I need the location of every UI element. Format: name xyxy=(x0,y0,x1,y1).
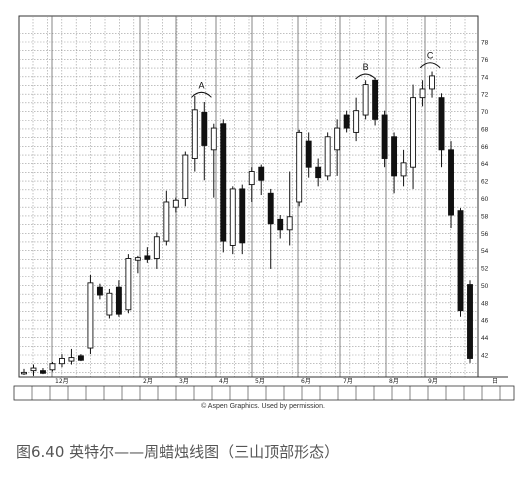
candle-body-up xyxy=(163,201,170,242)
x-tick-label: 8月 xyxy=(389,378,399,385)
candle-body-up xyxy=(334,127,341,151)
candle-body-up xyxy=(353,110,360,133)
y-tick-label: 76 xyxy=(481,57,489,64)
candle-body-up xyxy=(324,136,331,177)
candle-body-down xyxy=(305,140,312,168)
peak-arc xyxy=(419,62,441,69)
candlestick-chart: 42 44 46 48 50 52 54 56 58 60 62 64 66 68 70 72 74 76 78 A B… xyxy=(13,15,515,401)
candle-body-up xyxy=(106,292,113,316)
candle-body-up xyxy=(153,236,160,259)
candle-body-up xyxy=(400,162,407,177)
candle-body-down xyxy=(343,114,350,129)
candle-body-down xyxy=(220,123,227,242)
candle-body-up xyxy=(410,97,417,168)
candle-body-up xyxy=(68,357,75,362)
candle-body-down xyxy=(201,111,208,146)
y-tick-label: 44 xyxy=(481,335,489,342)
candle-body-up xyxy=(286,216,293,231)
y-tick-label: 72 xyxy=(481,92,489,99)
x-tick-label: 6月 xyxy=(301,378,311,385)
y-tick-label: 46 xyxy=(481,318,489,325)
candle-body-up xyxy=(419,88,426,99)
x-tick-label: 2月 xyxy=(143,378,153,385)
candle-body-up xyxy=(49,363,56,371)
candle-body-up xyxy=(172,199,179,208)
candle-body-up xyxy=(362,84,369,116)
image-credit: © Aspen Graphics. Used by permission. xyxy=(201,403,325,410)
y-tick-label: 52 xyxy=(481,266,489,273)
x-tick-label: 7月 xyxy=(343,378,353,385)
x-tick-label: 4月 xyxy=(219,378,229,385)
peak-label: C xyxy=(427,51,434,61)
candle-body-down xyxy=(467,284,473,359)
candle-body-down xyxy=(267,192,274,225)
candle-body-up xyxy=(191,109,198,159)
candle-body-up xyxy=(296,131,303,203)
candle-body-up xyxy=(210,127,217,151)
y-tick-label: 66 xyxy=(481,144,489,151)
y-tick-label: 64 xyxy=(481,161,489,168)
candle-body-up xyxy=(248,171,255,186)
candle-body-down xyxy=(239,188,246,244)
x-tick-label: 5月 xyxy=(255,378,265,385)
candle-body-down xyxy=(96,286,103,296)
peak-label: A xyxy=(198,80,204,90)
axis-box-row xyxy=(13,385,515,401)
y-tick-label: 48 xyxy=(481,300,489,307)
y-tick-label: 54 xyxy=(481,248,489,255)
candle-body-down xyxy=(77,355,84,361)
candle-body-down xyxy=(381,114,388,159)
y-tick-label: 60 xyxy=(481,196,489,203)
y-tick-label: 70 xyxy=(481,109,489,116)
candle-body-down xyxy=(115,286,122,315)
candle-body-down xyxy=(277,218,284,231)
candle-body-up xyxy=(429,75,435,90)
candle-body-up xyxy=(125,258,132,311)
peak-label: B xyxy=(363,62,369,72)
candle-body-up xyxy=(87,282,94,349)
y-tick-label: 68 xyxy=(481,126,489,133)
candle-body-down xyxy=(448,149,454,216)
candle-body-down xyxy=(457,210,464,312)
candle-body-down xyxy=(144,255,151,260)
y-tick-label: 42 xyxy=(481,353,489,360)
x-tick-label: 12月 xyxy=(55,378,69,385)
candle-body-up xyxy=(59,358,65,365)
candle-body-up xyxy=(134,257,141,261)
candle-body-down xyxy=(258,166,265,181)
candle-body-up xyxy=(21,371,27,375)
y-tick-label: 50 xyxy=(481,283,489,290)
x-tick-label: 9月 xyxy=(428,378,438,385)
candle-body-up xyxy=(229,188,236,246)
candle-body-down xyxy=(315,166,322,179)
y-tick-label: 62 xyxy=(481,179,489,186)
right-axis-label: 日 xyxy=(492,378,498,385)
peak-arc xyxy=(355,73,376,80)
candle-body-up xyxy=(30,367,37,372)
plot-frame xyxy=(18,15,479,378)
candle-body-down xyxy=(40,370,46,374)
candle-body-up xyxy=(182,154,189,199)
y-tick-label: 56 xyxy=(481,231,489,238)
candle-body-down xyxy=(391,136,398,177)
candle-body-down xyxy=(372,79,379,120)
x-tick-label: 3月 xyxy=(179,378,189,385)
y-tick-label: 58 xyxy=(481,213,489,220)
y-tick-label: 78 xyxy=(481,40,489,47)
candle-body-down xyxy=(438,97,445,151)
figure-caption: 图6.40 英特尔——周蜡烛线图（三山顶部形态） xyxy=(16,443,340,461)
peak-arc xyxy=(191,91,212,98)
y-tick-label: 74 xyxy=(481,74,489,81)
